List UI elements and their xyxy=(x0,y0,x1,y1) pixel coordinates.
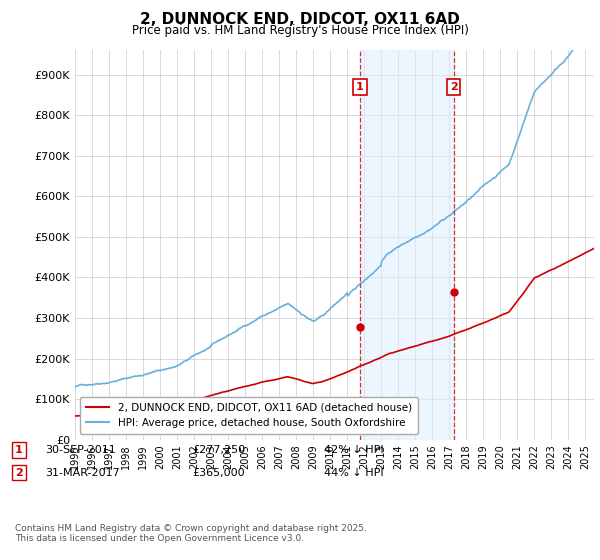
Text: £277,250: £277,250 xyxy=(192,445,245,455)
Text: 2: 2 xyxy=(15,468,23,478)
Text: Contains HM Land Registry data © Crown copyright and database right 2025.
This d: Contains HM Land Registry data © Crown c… xyxy=(15,524,367,543)
Text: 2, DUNNOCK END, DIDCOT, OX11 6AD: 2, DUNNOCK END, DIDCOT, OX11 6AD xyxy=(140,12,460,27)
Text: 31-MAR-2017: 31-MAR-2017 xyxy=(45,468,120,478)
Text: 1: 1 xyxy=(15,445,23,455)
Text: 1: 1 xyxy=(356,82,364,92)
Text: Price paid vs. HM Land Registry's House Price Index (HPI): Price paid vs. HM Land Registry's House … xyxy=(131,24,469,36)
Text: 42% ↓ HPI: 42% ↓ HPI xyxy=(324,445,383,455)
Legend: 2, DUNNOCK END, DIDCOT, OX11 6AD (detached house), HPI: Average price, detached : 2, DUNNOCK END, DIDCOT, OX11 6AD (detach… xyxy=(80,396,418,435)
Text: 2: 2 xyxy=(450,82,457,92)
Text: 30-SEP-2011: 30-SEP-2011 xyxy=(45,445,116,455)
Text: 44% ↓ HPI: 44% ↓ HPI xyxy=(324,468,383,478)
Text: £365,000: £365,000 xyxy=(192,468,245,478)
Bar xyxy=(360,50,454,440)
